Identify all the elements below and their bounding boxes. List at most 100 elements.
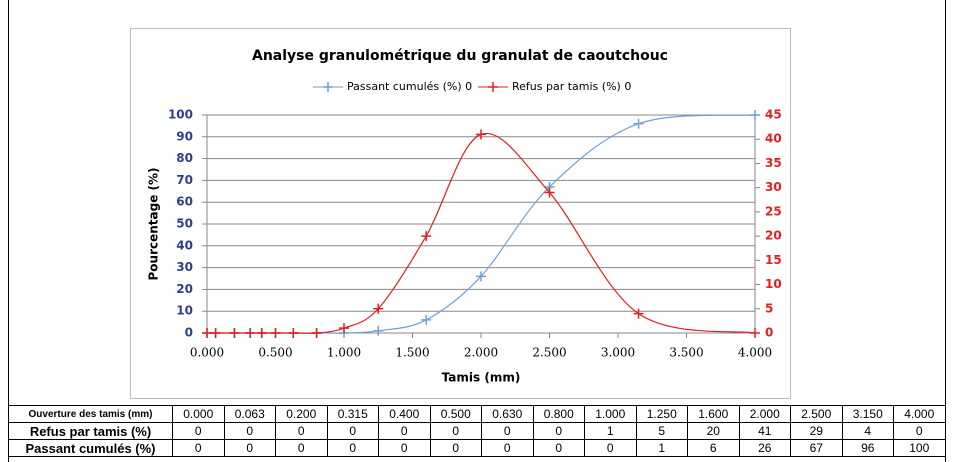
marker [373, 325, 384, 336]
table-cell: 4 [841, 422, 894, 440]
column-header: 0.200 [275, 405, 328, 423]
marker [256, 328, 267, 338]
column-header: 0.000 [172, 405, 225, 423]
marker [270, 328, 281, 338]
table-cell: 0 [275, 422, 328, 440]
marker [210, 328, 221, 338]
y-tick-label: 100 [168, 108, 193, 122]
table-row: Refus par tamis (%) 0 0 0 0 0 0 0 0 1 5 20 41 29 4 0 [8, 422, 946, 440]
table-cell: 96 [841, 439, 894, 457]
chart-title: Analyse granulométrique du granulat de c… [252, 48, 668, 64]
x-tick-label: 0.500 [258, 346, 292, 360]
row-header: Refus par tamis (%) [8, 422, 173, 440]
marker [202, 328, 212, 338]
table-cell: 26 [738, 439, 791, 457]
table-cell: 0 [378, 422, 431, 440]
table-cell: 67 [790, 439, 843, 457]
marker [339, 323, 349, 334]
marker [421, 231, 432, 242]
x-tick-label: 2.500 [532, 346, 566, 360]
y2-tick-label: 20 [765, 229, 782, 243]
y-tick-label: 30 [176, 260, 193, 274]
x-tick-label: 4.000 [738, 346, 772, 360]
column-header: 0.500 [429, 405, 482, 423]
column-header: 0.630 [481, 405, 534, 423]
table-cell: 0 [481, 422, 534, 440]
y-tick-label: 60 [176, 195, 193, 209]
table-cell: 1 [584, 422, 637, 440]
y2-tick-label: 30 [765, 180, 782, 194]
marker [373, 303, 384, 314]
table-cell: 0 [223, 422, 276, 440]
column-header: 0.063 [223, 405, 276, 423]
marker [311, 328, 322, 338]
x-tick-label: 3.000 [601, 346, 635, 360]
y-axis-label: Pourcentage (%) [147, 167, 161, 280]
marker [476, 129, 486, 140]
table-cell: 0 [584, 439, 637, 457]
table-cell: 0 [429, 422, 482, 440]
x-tick-label: 0.000 [190, 346, 224, 360]
marker [750, 328, 760, 338]
x-tick-label: 2.000 [464, 346, 498, 360]
y-tick-label: 20 [176, 282, 193, 296]
marker [750, 110, 760, 120]
data-table: Ouverture des tamis (mm) 0.000 0.063 0.200 0… [8, 405, 946, 457]
marker [544, 187, 555, 198]
marker [245, 328, 256, 338]
column-header: 1.600 [687, 405, 740, 423]
table-cell: 0 [481, 439, 534, 457]
table-cell: 0 [172, 422, 225, 440]
y2-tick-label: 15 [765, 253, 782, 267]
column-header: 0.400 [378, 405, 431, 423]
marker [421, 314, 432, 325]
table-cell: 0 [532, 422, 585, 440]
y2-tick-label: 40 [765, 132, 782, 146]
legend-label: Passant cumulés (%) 0 [347, 80, 472, 93]
y-tick-label: 50 [176, 217, 193, 231]
table-cell: 5 [635, 422, 688, 440]
table-cell: 29 [790, 422, 843, 440]
x-tick-label: 1.500 [395, 346, 429, 360]
table-cell: 0 [326, 422, 379, 440]
table-cell: 100 [893, 439, 946, 457]
column-header: 1.250 [635, 405, 688, 423]
y-tick-label: 10 [176, 304, 193, 318]
y-tick-label: 80 [176, 151, 193, 165]
row-header: Ouverture des tamis (mm) [8, 405, 173, 423]
table-cell: 20 [687, 422, 740, 440]
y2-tick-label: 0 [765, 326, 773, 340]
y-tick-label: 90 [176, 129, 193, 143]
table-cell: 6 [687, 439, 740, 457]
column-header: 4.000 [893, 405, 946, 423]
y-tick-label: 70 [176, 173, 193, 187]
table-row: Ouverture des tamis (mm) 0.000 0.063 0.200 0… [8, 405, 946, 423]
x-tick-label: 1.000 [327, 346, 361, 360]
chart-area [130, 28, 791, 399]
legend-marker [488, 82, 498, 92]
table-cell: 0 [429, 439, 482, 457]
column-header: 2.500 [790, 405, 843, 423]
legend-marker [323, 82, 333, 92]
column-header: 0.800 [532, 405, 585, 423]
column-header: 0.315 [326, 405, 379, 423]
table-cell: 0 [532, 439, 585, 457]
y2-tick-label: 35 [765, 156, 782, 170]
y2-tick-label: 45 [765, 108, 782, 122]
column-header: 2.000 [738, 405, 791, 423]
table-cell: 1 [635, 439, 688, 457]
table-cell: 0 [326, 439, 379, 457]
table-cell: 0 [378, 439, 431, 457]
x-axis-label: Tamis (mm) [442, 371, 521, 385]
table-cell: 41 [738, 422, 791, 440]
table-cell: 0 [275, 439, 328, 457]
column-header: 1.000 [584, 405, 637, 423]
legend-label: Refus par tamis (%) 0 [512, 80, 631, 93]
x-tick-label: 3.500 [669, 346, 703, 360]
row-header: Passant cumulés (%) [8, 439, 173, 457]
table-cell: 0 [172, 439, 225, 457]
y-tick-label: 40 [176, 238, 193, 252]
y2-tick-label: 10 [765, 277, 782, 291]
